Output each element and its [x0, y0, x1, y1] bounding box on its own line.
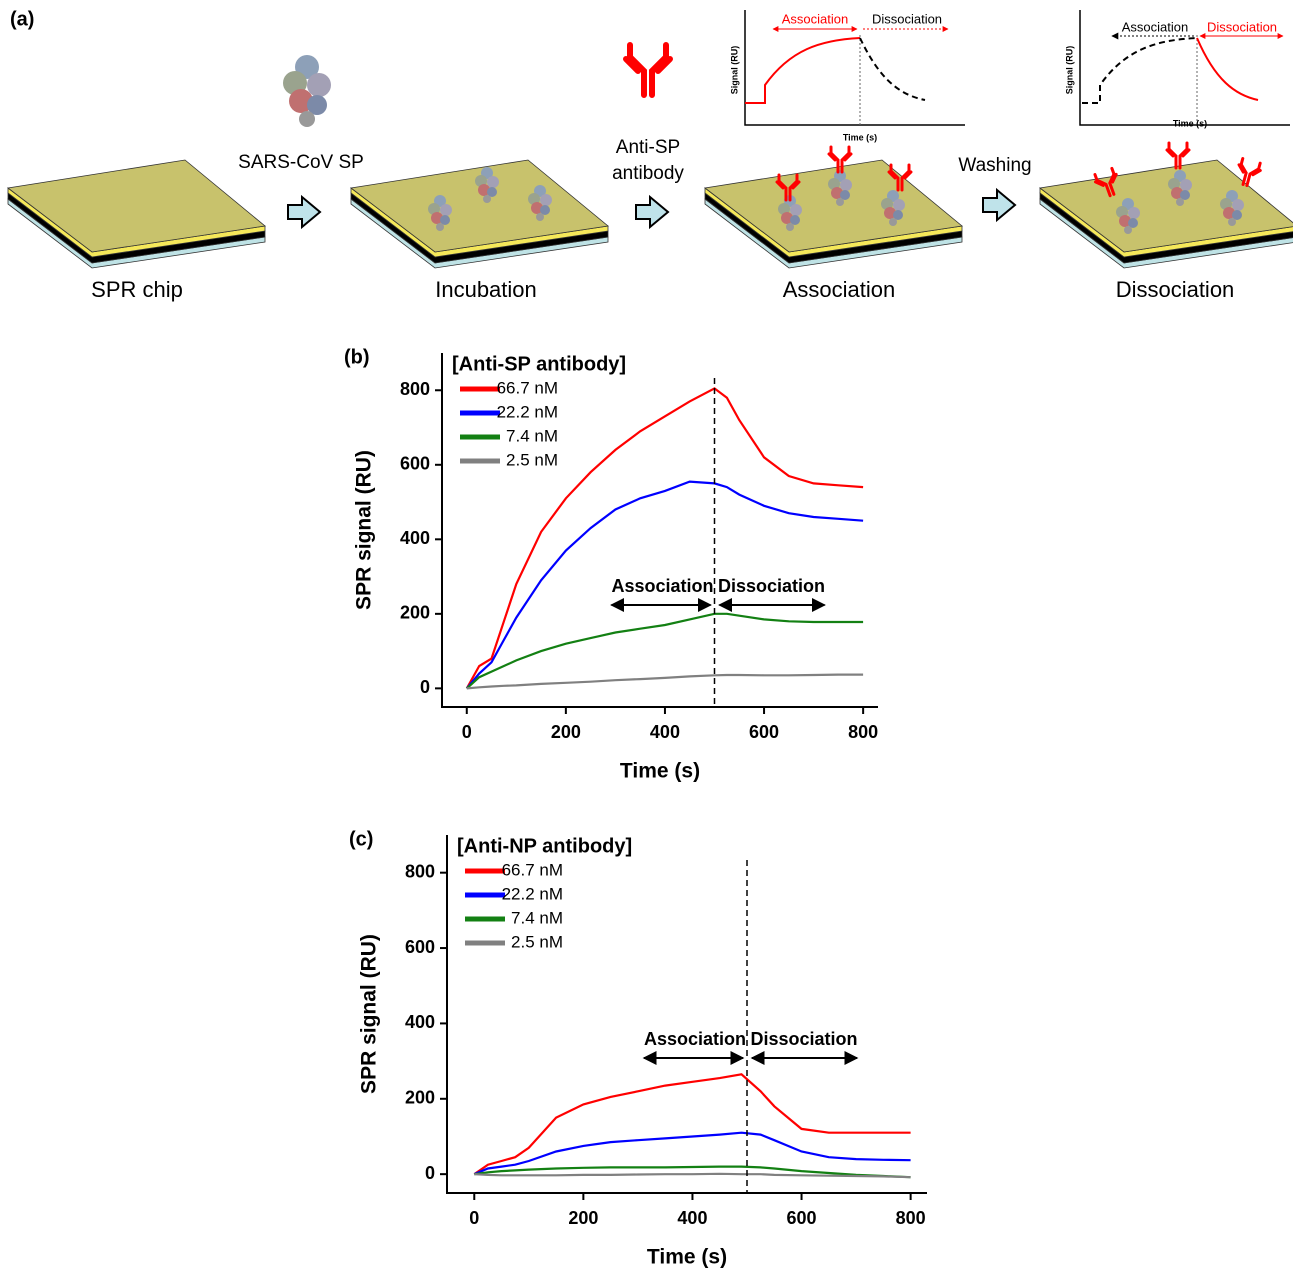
step-label: Association [783, 277, 896, 302]
legend-label: 7.4 nM [506, 426, 558, 445]
inset: Association Dissociation Signal (RU) Tim… [729, 10, 965, 142]
protein [283, 55, 331, 127]
inset-label: Dissociation [1207, 19, 1277, 34]
reagent: Anti-SP [616, 137, 680, 158]
legend-label: 2.5 nM [511, 932, 563, 951]
reagent: SARS-CoV SP [238, 152, 364, 173]
legend-label: 7.4 nM [511, 908, 563, 927]
x-tick-label: 800 [848, 722, 878, 742]
inset-label: Association [782, 11, 848, 26]
x-tick-label: 800 [896, 1208, 926, 1228]
y-tick-label: 0 [420, 677, 430, 697]
series-line [467, 675, 863, 689]
annotation: Association [644, 1029, 746, 1049]
reagent: Washing [958, 155, 1031, 176]
legend-title: [Anti-NP antibody] [457, 835, 632, 857]
inset-label: Dissociation [872, 11, 942, 26]
antibody [626, 45, 670, 95]
y-tick-label: 0 [425, 1163, 435, 1183]
x-tick-label: 0 [469, 1208, 479, 1228]
x-tick-label: 200 [568, 1208, 598, 1228]
y-axis-label: SPR signal (RU) [358, 934, 381, 1094]
legend-label: 2.5 nM [506, 450, 558, 469]
y-axis-label: SPR signal (RU) [353, 450, 376, 610]
x-tick-label: 200 [551, 722, 581, 742]
x-axis-label: Time (s) [647, 1246, 727, 1269]
legend-title: [Anti-SP antibody] [452, 353, 626, 375]
x-axis-label: Time (s) [620, 760, 700, 783]
step-label: Incubation [435, 277, 537, 302]
y-tick-label: 400 [405, 1012, 435, 1032]
panel-label: (b) [344, 346, 370, 368]
inset-label: Association [1122, 19, 1188, 34]
legend-label: 22.2 nM [502, 884, 563, 903]
annotation: Dissociation [750, 1029, 857, 1049]
y-tick-label: 600 [405, 937, 435, 957]
y-tick-label: 800 [405, 861, 435, 881]
x-tick-label: 400 [650, 722, 680, 742]
inset: Association Dissociation Signal (RU) Tim… [1064, 10, 1290, 128]
annotation: Association [611, 576, 713, 596]
annotation: Dissociation [718, 576, 825, 596]
y-tick-label: 200 [405, 1088, 435, 1108]
figure: (a) SARS-CoV SP Anti-SP antibody Washing… [0, 0, 1293, 1271]
x-tick-label: 0 [462, 722, 472, 742]
y-tick-label: 800 [400, 379, 430, 399]
panel-label: (c) [349, 828, 373, 850]
inset-label: Time (s) [1173, 118, 1207, 128]
step-label: Dissociation [1116, 277, 1235, 302]
legend-label: 66.7 nM [502, 860, 563, 879]
y-tick-label: 600 [400, 454, 430, 474]
x-tick-label: 600 [749, 722, 779, 742]
inset-label: Time (s) [843, 132, 877, 142]
panel-label: (a) [10, 8, 34, 30]
step-label: SPR chip [91, 277, 183, 302]
x-tick-label: 600 [787, 1208, 817, 1228]
legend-label: 66.7 nM [497, 378, 558, 397]
legend-label: 22.2 nM [497, 402, 558, 421]
inset-label: Signal (RU) [729, 46, 739, 95]
reagent: antibody [612, 163, 684, 184]
y-tick-label: 400 [400, 528, 430, 548]
x-tick-label: 400 [677, 1208, 707, 1228]
y-tick-label: 200 [400, 603, 430, 623]
inset-label: Signal (RU) [1064, 46, 1074, 95]
